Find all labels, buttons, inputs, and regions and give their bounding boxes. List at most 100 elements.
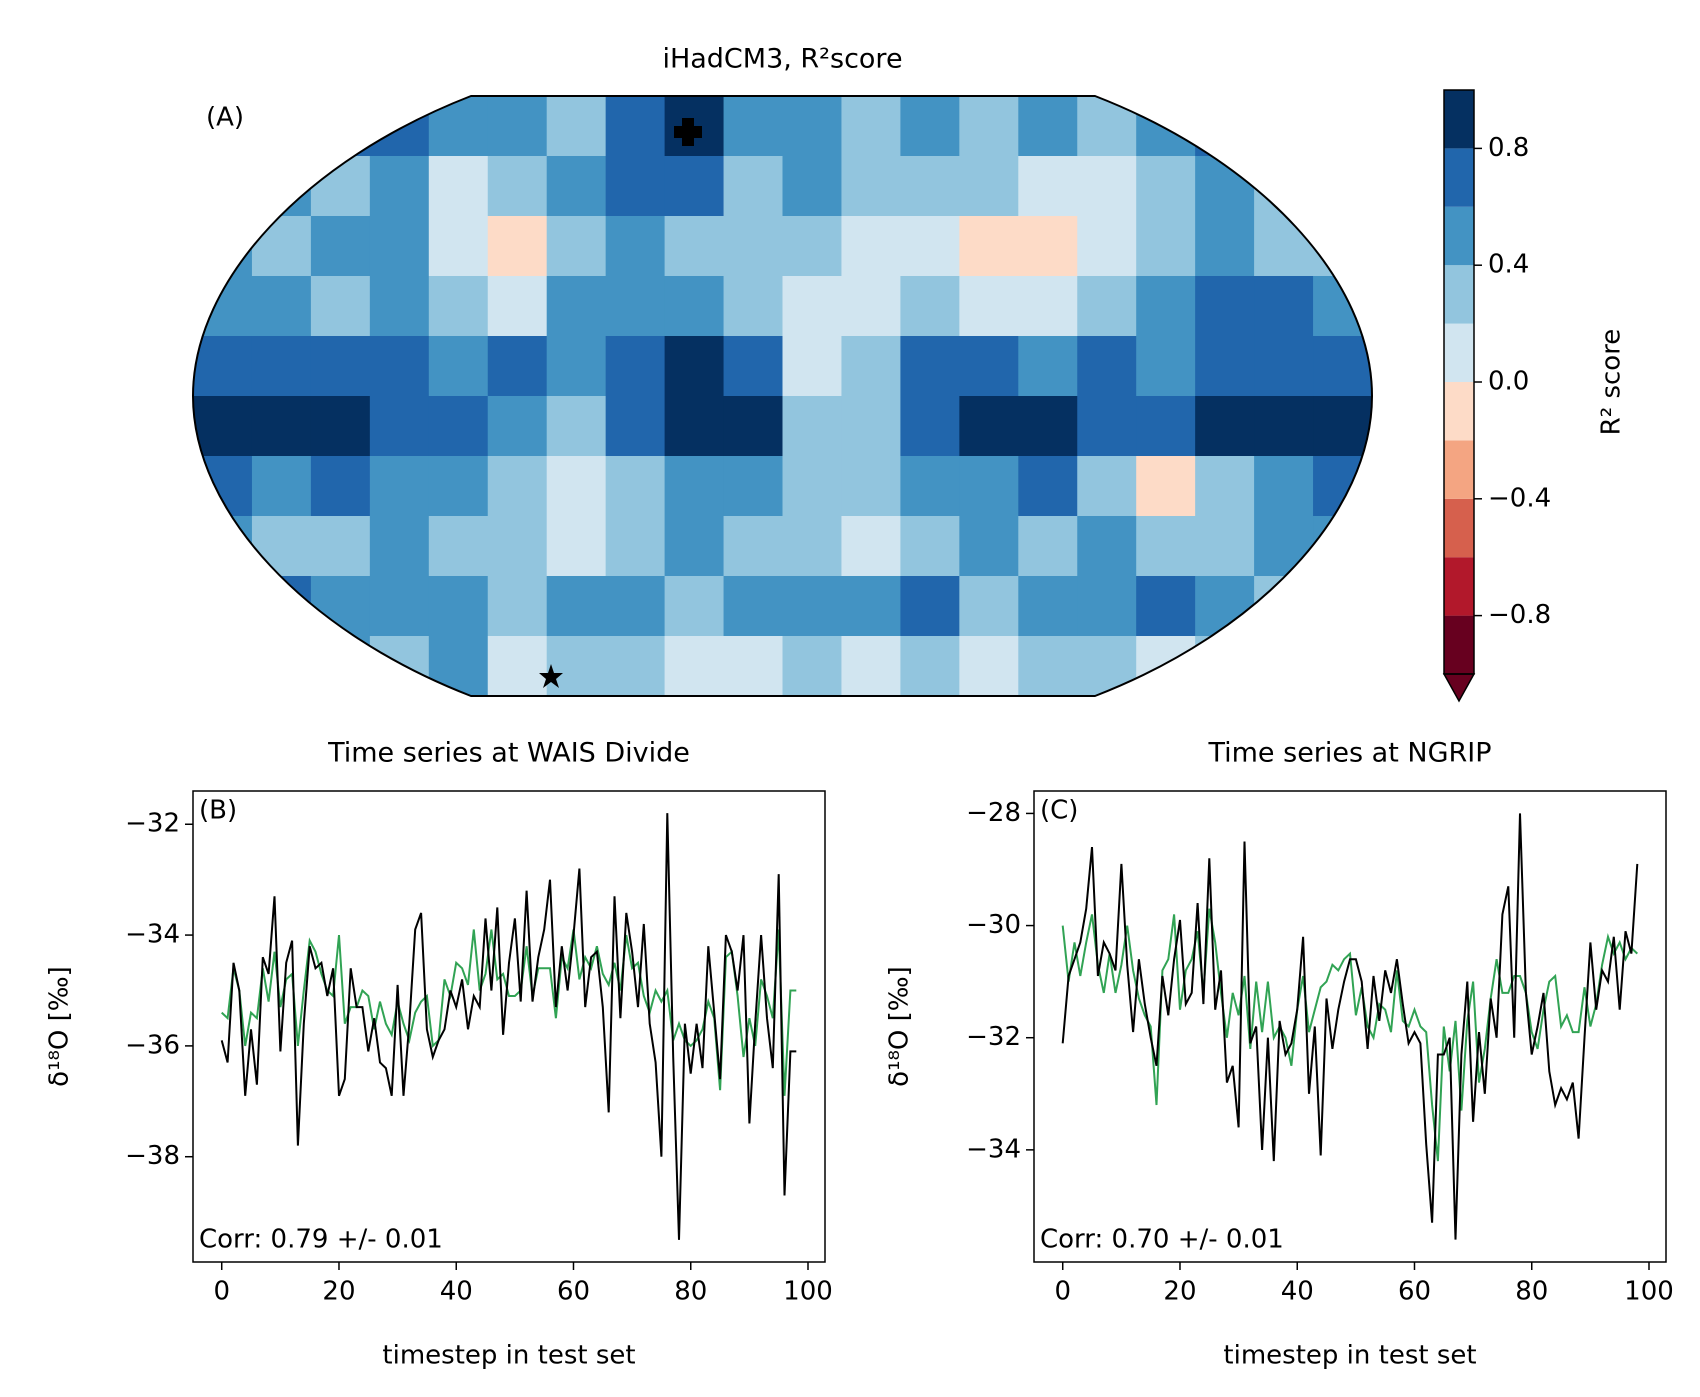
panel-label: (C) — [1040, 796, 1078, 826]
map-cell — [369, 96, 430, 157]
map-cell — [1195, 216, 1255, 277]
map-cell — [723, 276, 784, 337]
map-cell — [1077, 576, 1137, 637]
map-cell — [369, 636, 430, 696]
map-cell — [546, 96, 607, 157]
map-cell — [369, 216, 430, 277]
colorbar-tick-label: 0.4 — [1488, 250, 1529, 280]
map-cell — [605, 396, 666, 457]
x-tick-label: 20 — [1163, 1277, 1196, 1307]
map-cell — [428, 156, 489, 217]
map-cell — [1254, 636, 1314, 696]
map-cell — [251, 276, 312, 337]
map-cell — [959, 216, 1019, 277]
map-cell — [782, 276, 843, 337]
map-cell — [546, 216, 607, 277]
y-tick-label: −38 — [125, 1141, 180, 1171]
map-cell — [487, 336, 548, 397]
map-cell — [605, 336, 666, 397]
map-cell — [1195, 96, 1255, 157]
map-cell — [369, 336, 430, 397]
y-tick-label: −28 — [966, 798, 1021, 828]
map-cell — [605, 96, 666, 157]
chart-title: Time series at WAIS Divide — [327, 738, 690, 769]
map-cell — [1313, 216, 1372, 277]
map-cell — [193, 336, 253, 397]
map-cell — [428, 336, 489, 397]
x-tick-label: 0 — [213, 1277, 230, 1307]
map-cell — [428, 276, 489, 337]
map-cell — [1313, 336, 1372, 397]
y-tick-label: −32 — [966, 1022, 1021, 1052]
map-cell — [605, 576, 666, 637]
map-cell — [1254, 576, 1314, 637]
colorbar-segment — [1444, 265, 1474, 324]
map-cell — [310, 336, 371, 397]
wais-marker — [539, 664, 563, 688]
map-cell — [487, 456, 548, 517]
map-cell — [546, 336, 607, 397]
map-cell — [664, 636, 725, 696]
map-cell — [782, 516, 843, 577]
map-cell — [1136, 576, 1196, 637]
map-cell — [487, 216, 548, 277]
map-cell — [1077, 516, 1137, 577]
map-cell — [723, 216, 784, 277]
colorbar-segment — [1444, 615, 1474, 674]
map-cell — [723, 336, 784, 397]
map-cell — [487, 576, 548, 637]
colorbar-segment — [1444, 498, 1474, 558]
map-cell — [900, 636, 960, 696]
map-cell — [546, 396, 607, 457]
map-cell — [546, 276, 607, 337]
map-cell — [841, 96, 901, 157]
map-cell — [1195, 516, 1255, 577]
map-cell — [546, 576, 607, 637]
map-cell — [1018, 636, 1078, 696]
map-cell — [1254, 96, 1314, 157]
map-cell — [1136, 96, 1196, 157]
x-tick-label: 100 — [1624, 1277, 1674, 1307]
map-cell — [1136, 216, 1196, 277]
colorbar-tick-label: 0.8 — [1488, 133, 1529, 163]
map-cell — [841, 576, 901, 637]
map-cell — [1313, 276, 1372, 337]
map-cell — [605, 216, 666, 277]
map-cell — [428, 216, 489, 277]
map-cell — [1254, 156, 1314, 217]
y-tick-label: −30 — [966, 910, 1021, 940]
map-cell — [1313, 576, 1372, 637]
colorbar-segment — [1444, 440, 1474, 499]
map-cell — [841, 216, 901, 277]
series-line — [1061, 813, 1639, 1240]
map-cell — [723, 576, 784, 637]
map-cell — [428, 96, 489, 157]
map-cell — [1077, 156, 1137, 217]
map-cell — [546, 516, 607, 577]
colorbar-segment — [1444, 206, 1474, 266]
map-cell — [782, 576, 843, 637]
colorbar-tick-label: −0.4 — [1488, 483, 1551, 513]
map-cell — [1018, 276, 1078, 337]
map-cell — [900, 336, 960, 397]
map-cell — [1136, 636, 1196, 696]
map-cell — [782, 156, 843, 217]
map-cell — [487, 396, 548, 457]
map-cell — [310, 96, 371, 157]
map-cell — [1077, 216, 1137, 277]
x-tick-label: 100 — [783, 1277, 833, 1307]
map-cell — [1077, 396, 1137, 457]
map-cell — [251, 456, 312, 517]
map-cell — [841, 276, 901, 337]
map-cell — [251, 216, 312, 277]
panel-label: (B) — [199, 796, 237, 826]
map-cell — [1195, 636, 1255, 696]
map-cell — [1195, 336, 1255, 397]
map-cell — [841, 516, 901, 577]
map-cell — [546, 456, 607, 517]
map-cell — [428, 516, 489, 577]
map-cell — [664, 396, 725, 457]
colorbar-segment — [1444, 148, 1474, 207]
map-cell — [959, 636, 1019, 696]
